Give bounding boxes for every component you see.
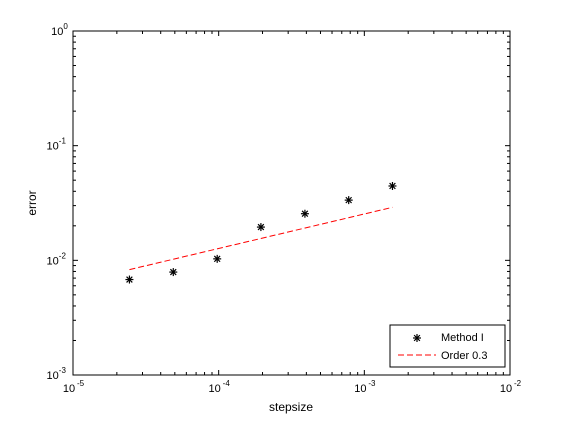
legend-marker-method-i bbox=[413, 334, 421, 342]
x-tick-label: 10 bbox=[500, 383, 512, 395]
x-tick-label: 10 bbox=[354, 383, 366, 395]
plot-frame bbox=[72, 30, 511, 376]
x-axis-label: stepsize bbox=[269, 400, 313, 414]
data-point-method-i bbox=[169, 268, 178, 277]
x-tick-exponent: -2 bbox=[514, 379, 522, 388]
y-tick-label: 10 bbox=[47, 255, 59, 267]
plot-area bbox=[73, 31, 510, 375]
x-tick-exponent: -3 bbox=[368, 379, 376, 388]
x-tick-labels: 10 -5 10 -4 10 -3 10 -2 bbox=[63, 379, 522, 395]
series-layer bbox=[125, 181, 397, 284]
legend-box bbox=[389, 324, 506, 368]
data-point-method-i bbox=[213, 254, 222, 263]
legend: Method I Order 0.3 bbox=[389, 324, 506, 368]
y-tick-exponent: 0 bbox=[63, 22, 68, 31]
y-tick-label: 10 bbox=[47, 370, 59, 382]
series-line-order bbox=[129, 206, 393, 271]
legend-label-order: Order 0.3 bbox=[441, 350, 487, 362]
data-point-method-i bbox=[388, 181, 397, 190]
data-point-method-i bbox=[125, 275, 134, 284]
data-point-method-i bbox=[344, 196, 353, 205]
y-tick-exponent: -3 bbox=[59, 366, 67, 375]
legend-label-method-i: Method I bbox=[441, 332, 484, 344]
legend-asterisk bbox=[413, 334, 421, 342]
x-tick-label: 10 bbox=[63, 383, 75, 395]
data-point-method-i bbox=[300, 209, 309, 218]
x-tick-label: 10 bbox=[209, 383, 221, 395]
y-tick-label: 10 bbox=[51, 26, 63, 38]
x-tick-exponent: -5 bbox=[77, 379, 85, 388]
y-tick-label: 10 bbox=[47, 141, 59, 153]
x-tick-exponent: -4 bbox=[223, 379, 231, 388]
data-point-method-i bbox=[256, 223, 265, 232]
y-tick-exponent: -2 bbox=[59, 251, 67, 260]
y-tick-exponent: -1 bbox=[59, 137, 67, 146]
y-axis-label: error bbox=[25, 190, 39, 215]
